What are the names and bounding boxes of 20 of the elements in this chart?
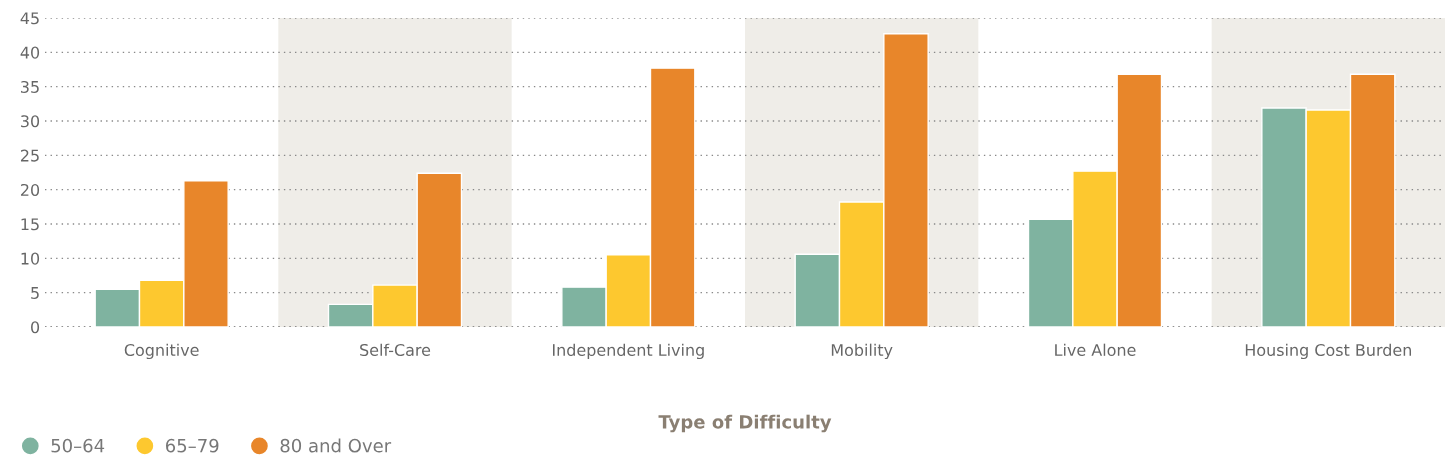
y-tick-label: 35 — [21, 80, 39, 93]
y-tick-label: 0 — [31, 321, 40, 334]
y-tick-label: 15 — [21, 218, 39, 231]
y-tick-label: 30 — [21, 115, 40, 128]
y-tick-label: 5 — [31, 287, 39, 299]
x-axis-title: Type of Difficulty — [658, 414, 832, 433]
y-tick-label: 10 — [21, 252, 40, 265]
x-tick-label: Cognitive — [124, 343, 199, 360]
legend-label: 50–64 — [51, 438, 105, 453]
y-tick-label: 25 — [20, 149, 39, 162]
legend-label: 65–79 — [165, 438, 219, 453]
x-tick-label: Housing Cost Burden — [1245, 343, 1411, 360]
x-tick-label: Mobility — [831, 343, 893, 360]
y-tick-label: 40 — [20, 46, 40, 59]
y-tick-label: 45 — [20, 12, 39, 25]
legend-label: 80 and Over — [280, 438, 392, 453]
x-tick-label: Self-Care — [360, 343, 431, 357]
x-tick-label: Live Alone — [1055, 343, 1136, 357]
y-tick-label: 20 — [20, 183, 40, 196]
x-tick-label: Independent Living — [553, 343, 704, 360]
